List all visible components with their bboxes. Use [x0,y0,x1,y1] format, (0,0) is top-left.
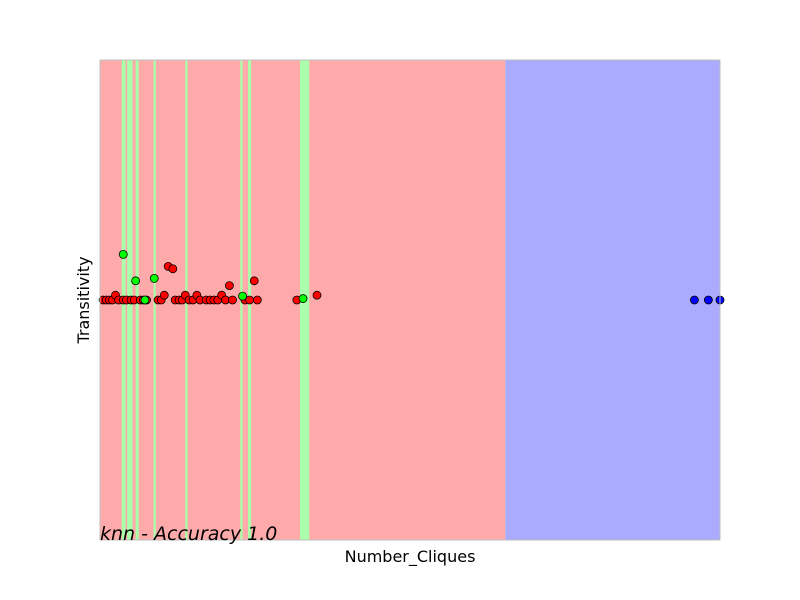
data-point-blue-0 [690,295,699,305]
data-point-red-17 [168,264,178,274]
data-point-green-1 [131,276,141,286]
x-axis-label: Number_Cliques [345,547,476,567]
data-point-red-33 [228,295,237,305]
data-point-green-3 [149,273,159,283]
data-point-blue-1 [703,295,713,305]
data-point-red-15 [159,290,169,300]
data-point-red-36 [249,276,259,286]
data-point-red-39 [312,290,322,300]
data-point-green-4 [238,291,248,301]
accuracy-annotation: knn - Accuracy 1.0 [100,523,277,545]
axes-frame [99,59,721,541]
data-point-green-2 [140,295,150,305]
data-points [98,249,725,305]
data-point-red-37 [252,295,262,305]
decision-region-blue-1 [505,60,720,540]
data-point-green-5 [298,294,308,303]
y-axis-label: Transitivity [74,256,93,344]
data-point-green-0 [118,249,128,259]
data-point-red-32 [225,281,234,291]
decision-regions [100,60,720,540]
